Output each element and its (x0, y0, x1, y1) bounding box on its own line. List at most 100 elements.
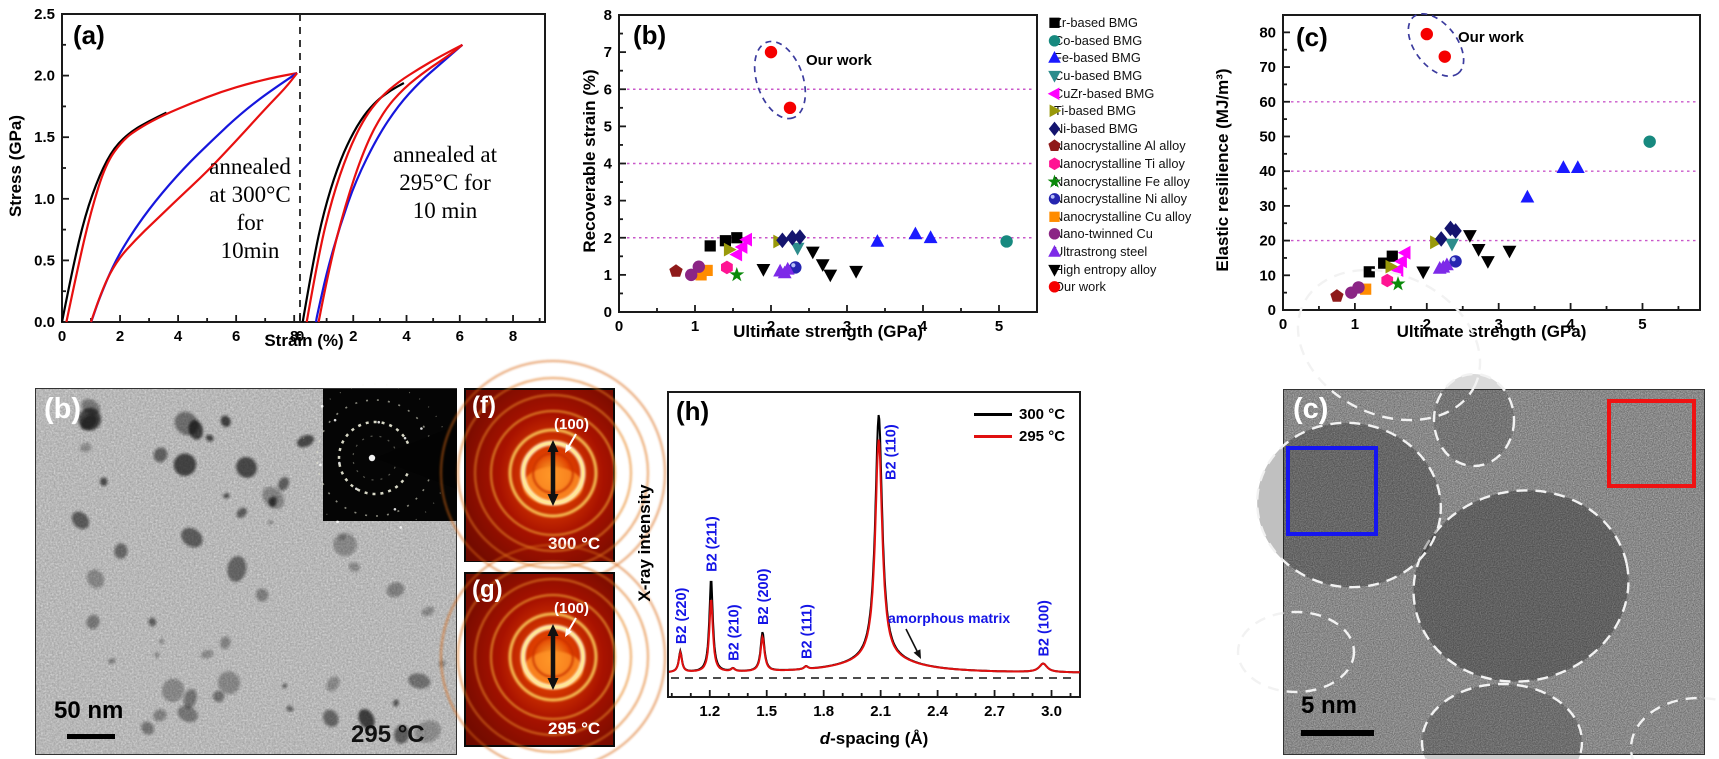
xrd-curve-295 (668, 439, 1080, 674)
data-point (1360, 283, 1372, 295)
xrd-pattern-rings (440, 544, 666, 759)
panel-c-label: (c) (1296, 22, 1328, 52)
series-high-entropy-alloy (756, 246, 863, 283)
diffraction-spot (355, 487, 358, 491)
legend-item: Cu-based BMG (1047, 67, 1191, 85)
legend-item: High entropy alloy (1047, 260, 1191, 278)
series-co-based-bmg (1643, 135, 1656, 148)
data-point (1352, 281, 1365, 294)
hrtem-image-panel: (c) 5 nm (1236, 268, 1719, 759)
data-point (721, 260, 733, 275)
a-note-right-line: 295°C for (399, 170, 491, 195)
arrowhead-icon (913, 649, 921, 659)
legend-item-label: Fe-based BMG (1054, 50, 1141, 66)
legend-item: Nanocrystalline Ni alloy (1047, 190, 1191, 208)
a-note-left-line: at 300°C (209, 182, 291, 207)
tick-label: 1 (604, 267, 612, 284)
data-point (1390, 276, 1406, 291)
a-note-left-line: 10min (220, 238, 280, 263)
data-point (793, 229, 807, 245)
legend-item: Nano-twinned Cu (1047, 225, 1191, 243)
series-zr-based-bmg (704, 232, 743, 252)
diffraction-spot (380, 382, 383, 386)
legend-item-label: Our work (1054, 279, 1106, 295)
debye-ring (490, 594, 616, 720)
data-point (739, 232, 752, 247)
g-100-ring-label: (100) (554, 600, 590, 617)
debye-ring (490, 410, 616, 536)
peak-label: B2 (220) (674, 587, 690, 644)
series-cu-based-bmg (1445, 238, 1459, 252)
b-y-axis-title: Recoverable strain (%) (580, 69, 599, 253)
h-y-axis-title: X-ray intensity (635, 484, 654, 602)
tick-label: 1.2 (699, 703, 720, 720)
amorphous-matrix-annotation: amorphous matrix (888, 610, 1011, 626)
beam-center-glow (368, 454, 376, 462)
tick-label: 4 (1566, 316, 1575, 333)
panel-b-label: (b) (633, 20, 667, 50)
tick-label: 0 (604, 304, 612, 321)
legend-item-label: Zr-based BMG (1054, 15, 1138, 31)
data-point (783, 101, 797, 115)
red-line-icon (974, 434, 1012, 438)
legend-item-label: Nano-twinned Cu (1054, 226, 1153, 242)
diffraction-spot (393, 507, 397, 511)
g-temperature-label: 295 °C (548, 719, 601, 738)
series-high-entropy-alloy (1416, 230, 1517, 280)
data-point (1520, 189, 1535, 203)
legend-item: CuZr-based BMG (1047, 84, 1191, 102)
arrowhead-icon (565, 444, 572, 453)
c-our-work-annotation: Our work (1458, 29, 1524, 46)
tick-label: 1.0 (34, 191, 55, 208)
curve-unloading (314, 43, 464, 323)
legend-marker-triangle-left-icon (1047, 87, 1060, 100)
data-point (764, 45, 778, 59)
stress-strain-curves-subpanel-2 (301, 43, 464, 323)
tick-label: 5 (995, 318, 1003, 335)
tick-label: 4 (402, 328, 411, 345)
a-note-left-line: for (236, 210, 264, 235)
nanocrystal-outline (1432, 372, 1516, 468)
data-point (1378, 257, 1390, 269)
our-work-ellipse (753, 40, 807, 120)
tick-label: 30 (1259, 198, 1276, 215)
legend-marker-circle-icon (1048, 228, 1061, 240)
series-co-based-bmg (1000, 235, 1013, 248)
legend-item-label: Co-based BMG (1054, 32, 1143, 48)
h-legend-item: 300 °C (974, 403, 1065, 425)
data-point (1363, 266, 1375, 278)
curve-reloading (89, 72, 298, 323)
data-point (1048, 245, 1061, 257)
data-point (849, 265, 863, 279)
data-point (1471, 244, 1486, 257)
data-point (692, 260, 705, 273)
diffraction-spot (333, 418, 337, 422)
arrow-line (567, 617, 577, 633)
data-point (805, 246, 820, 260)
plot-frame (667, 391, 1081, 698)
data-point (734, 240, 748, 254)
arrowhead-icon (547, 494, 559, 506)
data-point (701, 264, 713, 277)
legend-item-label: High entropy alloy (1054, 261, 1157, 277)
legend-marker-triangle-up-icon (1048, 245, 1061, 257)
curve-loading-2 (305, 43, 463, 323)
tick-label: 0 (58, 328, 66, 345)
nanocrystal-spots (71, 399, 446, 744)
a-x-axis-title: Strain (%) (264, 331, 344, 350)
h-xlabel-rest: -spacing (Å) (830, 729, 929, 748)
legend-marker-sphere-icon (1048, 193, 1061, 205)
tick-label: 2.7 (984, 703, 1005, 720)
data-point (790, 242, 805, 256)
debye-ring (474, 394, 632, 552)
data-point-highlight (1050, 195, 1055, 199)
legend-item-label: Nanocrystalline Cu alloy (1054, 208, 1192, 224)
data-point (719, 235, 731, 247)
tick-label: 7 (604, 44, 612, 61)
series-ultrastrong-steel (773, 261, 795, 279)
data-point (870, 234, 885, 247)
tem-scalebar-label: 50 nm (54, 697, 124, 724)
series-ultrastrong-steel (1432, 257, 1454, 274)
tick-label: 60 (1259, 94, 1276, 111)
data-point (695, 269, 707, 281)
